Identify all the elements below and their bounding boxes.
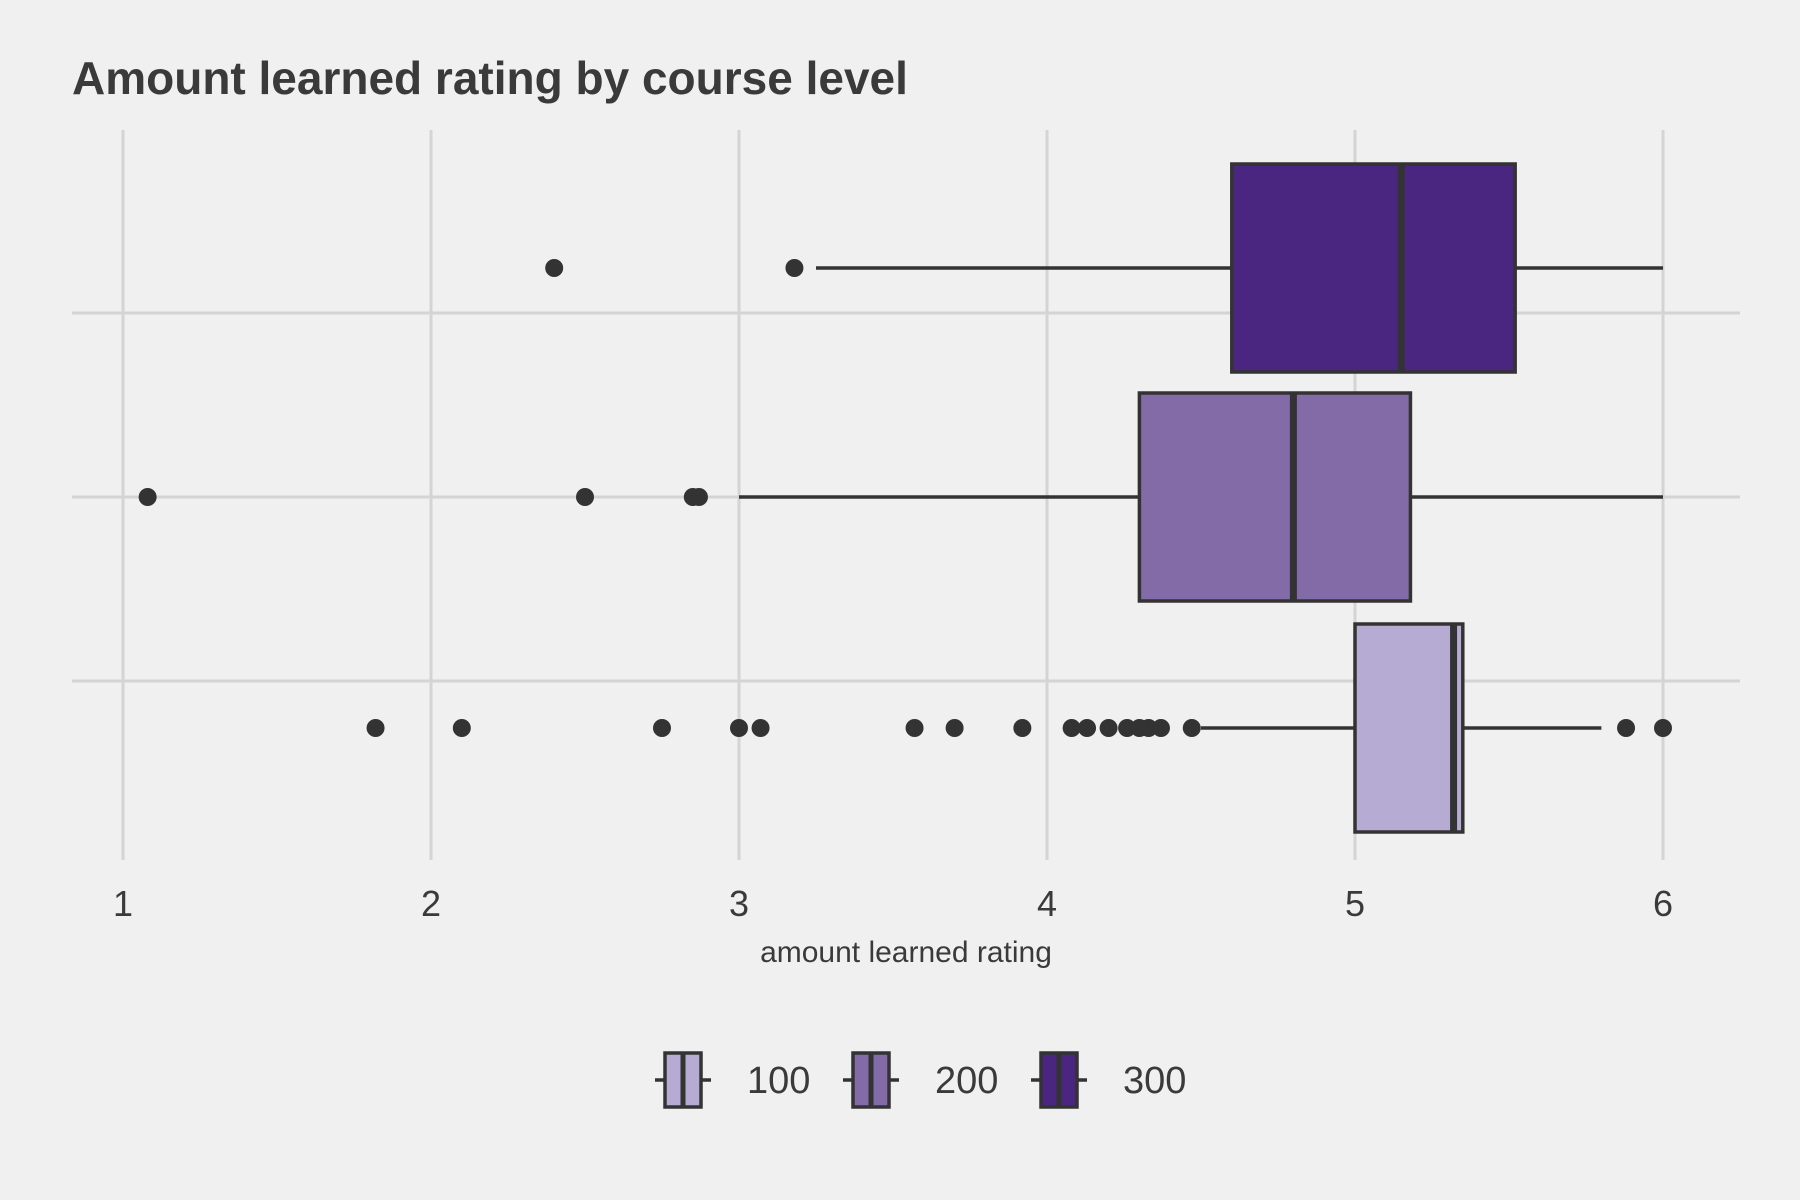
outlier-point	[785, 259, 804, 277]
outlier-point	[1099, 719, 1118, 737]
outlier-point	[366, 719, 385, 737]
legend-item-200: 200	[843, 1051, 998, 1109]
box-group-300	[545, 162, 1663, 374]
x-tick-label: 4	[1037, 883, 1057, 924]
outlier-point	[545, 259, 564, 277]
x-axis-label: amount learned rating	[760, 936, 1052, 969]
outlier-point	[1013, 719, 1032, 737]
legend-label: 300	[1123, 1060, 1186, 1102]
outlier-point	[1654, 719, 1672, 737]
box	[1137, 391, 1413, 603]
outlier-point	[905, 719, 924, 737]
x-tick-label: 5	[1345, 883, 1365, 924]
legend-item-300: 300	[1031, 1051, 1186, 1109]
outlier-point	[1139, 719, 1158, 737]
box	[1353, 622, 1465, 834]
chart-title: Amount learned rating by course level	[72, 52, 908, 104]
box-group-100	[366, 622, 1672, 834]
x-tick-label: 3	[729, 883, 749, 924]
outlier-point	[1151, 719, 1170, 737]
legend-item-100: 100	[655, 1051, 810, 1109]
outlier-point	[452, 719, 471, 737]
x-tick-label: 2	[421, 883, 441, 924]
box-layer	[138, 162, 1672, 834]
outlier-point	[653, 719, 671, 737]
outlier-point	[576, 488, 594, 506]
outlier-point	[730, 719, 748, 737]
x-tick-labels: 1 2 3 4 5 6	[113, 883, 1673, 924]
x-tick-label: 1	[113, 883, 133, 924]
outlier-point	[1118, 719, 1137, 737]
box	[1230, 162, 1517, 374]
legend-label: 200	[935, 1060, 998, 1102]
legend-label: 100	[747, 1060, 810, 1102]
outlier-point	[751, 719, 770, 737]
box-group-200	[138, 391, 1663, 603]
outlier-point	[1617, 719, 1636, 737]
legend: 100 200 300	[655, 1051, 1186, 1109]
outlier-point	[1062, 719, 1081, 737]
outlier-point	[689, 488, 708, 506]
outlier-point	[1182, 719, 1201, 737]
outlier-point	[1078, 719, 1097, 737]
x-tick-label: 6	[1653, 883, 1673, 924]
outlier-point	[945, 719, 964, 737]
outlier-point	[138, 488, 157, 506]
